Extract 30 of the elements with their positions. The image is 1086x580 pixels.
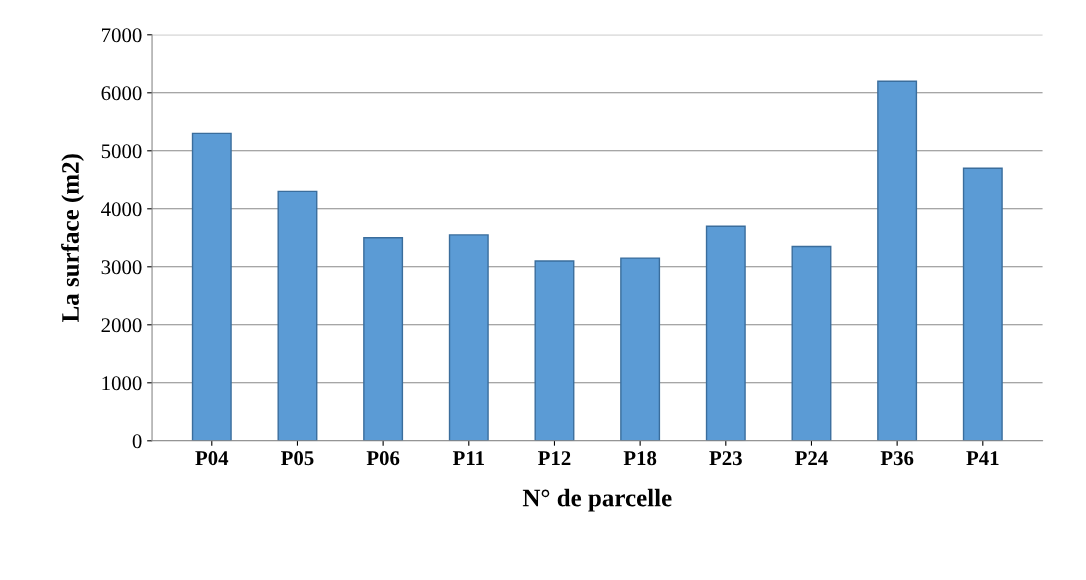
x-tick-label: P36 bbox=[880, 451, 914, 466]
x-tick-label: P05 bbox=[281, 451, 314, 466]
x-tick-label: P23 bbox=[709, 451, 742, 466]
bar bbox=[191, 132, 232, 441]
bar bbox=[877, 80, 918, 441]
bar bbox=[277, 190, 318, 441]
x-tick-label: P11 bbox=[452, 451, 484, 465]
y-tick-label: 0 bbox=[132, 434, 142, 449]
bar bbox=[534, 260, 575, 441]
x-tick-label: P12 bbox=[538, 451, 571, 465]
y-tick-label: 1000 bbox=[102, 376, 142, 391]
y-tick-label: 6000 bbox=[101, 86, 142, 101]
bar bbox=[448, 234, 489, 441]
bar bbox=[962, 167, 1003, 441]
bar bbox=[705, 225, 746, 441]
x-tick-label: P06 bbox=[366, 451, 400, 466]
x-axis-title: N° de parcelle bbox=[522, 488, 672, 512]
bar bbox=[620, 257, 661, 441]
x-tick-label: P24 bbox=[795, 451, 828, 465]
x-tick-label: P04 bbox=[195, 451, 229, 466]
y-tick-label: 4000 bbox=[101, 202, 142, 217]
y-tick-label: 7000 bbox=[102, 28, 142, 43]
x-tick-label: P41 bbox=[966, 451, 999, 465]
y-axis-title: La surface (m2) bbox=[61, 154, 84, 323]
y-tick-label: 5000 bbox=[101, 144, 142, 159]
bar bbox=[791, 245, 832, 441]
x-tick-label: P18 bbox=[623, 451, 657, 466]
y-tick-label: 2000 bbox=[101, 318, 142, 333]
bar bbox=[363, 237, 404, 441]
y-tick-label: 3000 bbox=[101, 260, 142, 275]
